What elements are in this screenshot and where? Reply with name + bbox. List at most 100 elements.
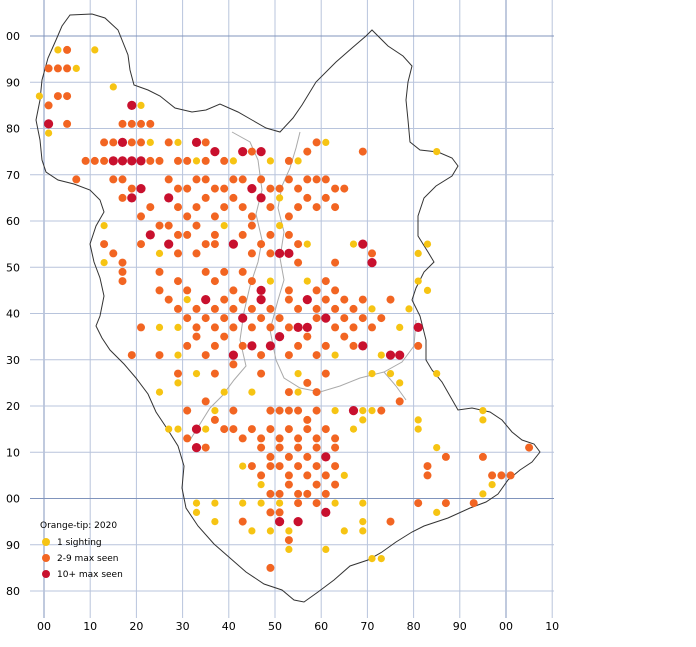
sighting-point-2-9: [294, 258, 303, 267]
sighting-point-2-9: [349, 304, 358, 313]
sighting-point-2-9: [247, 221, 256, 230]
sighting-point-2-9: [155, 351, 164, 360]
sighting-point-1: [414, 425, 422, 433]
sighting-point-2-9: [137, 212, 145, 221]
sighting-point-2-9: [238, 341, 247, 350]
sighting-point-1: [91, 46, 99, 54]
sighting-point-2-9: [321, 175, 330, 184]
sighting-point-1: [414, 277, 422, 285]
sighting-point-2-9: [275, 489, 284, 498]
sighting-point-2-9: [303, 175, 312, 184]
sighting-point-1: [192, 508, 201, 516]
sighting-point-2-9: [257, 443, 266, 452]
sighting-point-2-9: [201, 138, 210, 147]
sighting-point-2-9: [183, 286, 192, 295]
sighting-point-2-9: [266, 304, 275, 313]
sighting-point-2-9: [220, 332, 229, 341]
sighting-point-1: [359, 499, 367, 507]
sighting-point-2-9: [44, 64, 53, 73]
sighting-point-2-9: [423, 471, 432, 480]
sighting-point-1: [433, 370, 441, 378]
sighting-point-2-9: [155, 221, 164, 230]
sighting-point-10plus: [385, 350, 396, 360]
sighting-point-10plus: [367, 258, 377, 268]
y-tick-label: 10: [6, 446, 20, 459]
sighting-point-1: [368, 555, 376, 563]
sighting-point-1: [386, 370, 395, 378]
sighting-point-2-9: [303, 471, 312, 480]
sighting-point-10plus: [191, 424, 202, 434]
sighting-point-2-9: [441, 452, 450, 461]
sighting-point-2-9: [266, 184, 275, 193]
sighting-point-2-9: [210, 277, 219, 286]
sighting-point-2-9: [266, 406, 275, 415]
sighting-point-2-9: [294, 203, 303, 212]
sighting-point-2-9: [275, 406, 284, 415]
sighting-point-2-9: [238, 267, 247, 276]
sighting-point-2-9: [220, 425, 229, 434]
sighting-point-1: [248, 527, 256, 535]
sighting-point-2-9: [303, 425, 312, 434]
sighting-point-2-9: [201, 314, 210, 323]
sighting-point-2-9: [220, 267, 229, 276]
sighting-point-2-9: [284, 351, 293, 360]
sighting-point-2-9: [275, 508, 284, 517]
sighting-point-2-9: [109, 249, 118, 258]
sighting-point-1: [423, 240, 432, 248]
sighting-point-1: [239, 499, 247, 507]
y-tick-label: 20: [6, 400, 20, 413]
sighting-point-2-9: [497, 471, 506, 480]
sighting-point-10plus: [127, 193, 137, 203]
sighting-point-10plus: [238, 313, 248, 323]
sighting-point-1: [174, 138, 182, 146]
sighting-point-1: [165, 425, 173, 433]
sighting-point-2-9: [312, 499, 321, 508]
sighting-point-2-9: [321, 369, 330, 378]
sighting-point-10plus: [293, 322, 303, 332]
sighting-point-10plus: [127, 100, 137, 110]
x-tick-label: 10: [83, 620, 97, 633]
sighting-point-2-9: [183, 341, 192, 350]
sighting-point-1: [146, 138, 154, 146]
sighting-point-2-9: [294, 184, 303, 193]
sighting-point-1: [359, 518, 367, 526]
sighting-point-2-9: [183, 212, 192, 221]
sighting-point-1: [211, 407, 219, 415]
sighting-point-2-9: [201, 397, 210, 406]
sighting-point-2-9: [183, 434, 192, 443]
sighting-point-1: [192, 370, 201, 378]
sighting-point-2-9: [266, 462, 275, 471]
sighting-point-1: [266, 157, 274, 165]
sighting-point-2-9: [220, 184, 229, 193]
sighting-point-10plus: [191, 137, 202, 147]
sighting-point-10plus: [321, 313, 331, 323]
sighting-point-2-9: [312, 351, 321, 360]
sighting-point-1: [174, 425, 182, 433]
sighting-point-2-9: [321, 295, 330, 304]
sighting-point-2-9: [294, 489, 303, 498]
sighting-point-2-9: [284, 406, 293, 415]
sighting-point-2-9: [294, 304, 303, 313]
sighting-point-1: [285, 527, 293, 535]
sighting-point-2-9: [201, 443, 210, 452]
sighting-point-1: [368, 305, 376, 313]
sighting-point-2-9: [220, 295, 229, 304]
sighting-point-2-9: [210, 304, 219, 313]
sighting-point-2-9: [340, 332, 349, 341]
sighting-point-1: [276, 222, 284, 230]
sighting-point-1: [266, 527, 274, 535]
x-tick-label: 90: [453, 620, 467, 633]
sighting-point-2-9: [331, 462, 340, 471]
sighting-point-2-9: [340, 314, 349, 323]
sighting-point-2-9: [321, 277, 330, 286]
sighting-point-2-9: [441, 499, 450, 508]
sighting-point-2-9: [321, 471, 330, 480]
sighting-point-10plus: [136, 156, 146, 166]
sighting-point-2-9: [100, 156, 109, 165]
sighting-point-2-9: [201, 175, 210, 184]
sighting-point-10plus: [145, 230, 155, 240]
sighting-point-2-9: [53, 92, 62, 101]
sighting-point-2-9: [183, 230, 192, 239]
sighting-point-2-9: [312, 286, 321, 295]
sighting-point-2-9: [174, 184, 182, 193]
